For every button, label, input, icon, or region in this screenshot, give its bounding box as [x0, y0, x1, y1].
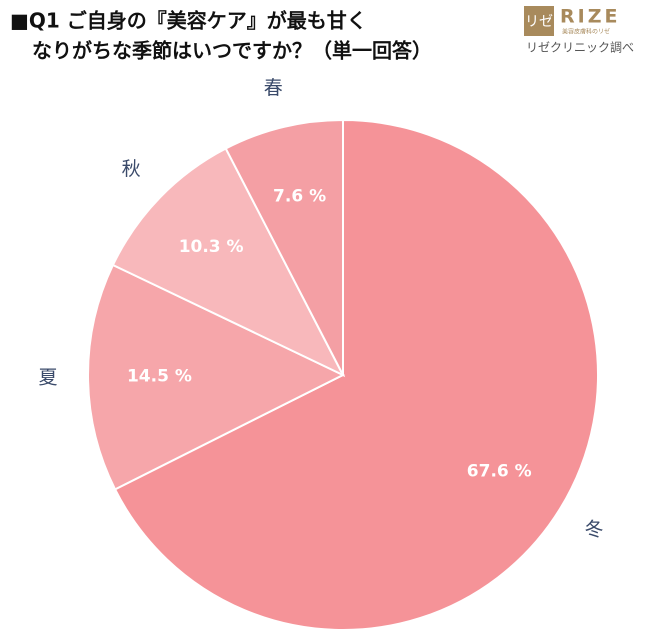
value-label: 7.6 % [273, 187, 326, 207]
pie-slice [111, 147, 346, 378]
value-label: 14.5 % [127, 367, 192, 387]
chart-title: ■Q1 ご自身の『美容ケア』が最も甘く [10, 9, 367, 33]
pie-slice [224, 118, 344, 376]
chart-title: なりがちな季節はいつですか？（単一回答） [32, 39, 432, 63]
logo-tagline: 美容皮膚科のリゼ [562, 28, 610, 36]
value-label: 10.3 % [179, 237, 244, 257]
category-label: 秋 [122, 158, 141, 180]
logo-box [524, 6, 554, 36]
category-label: 冬 [585, 518, 604, 540]
pie-slice [113, 118, 599, 631]
category-label: 春 [264, 77, 283, 99]
value-label: 67.6 % [467, 461, 532, 481]
pie-slice [87, 263, 346, 491]
category-label: 夏 [39, 366, 58, 388]
source-note: リゼクリニック調べ [526, 41, 634, 55]
logo-mark: リゼ [525, 14, 553, 30]
logo-brand: RIZE [560, 6, 620, 28]
